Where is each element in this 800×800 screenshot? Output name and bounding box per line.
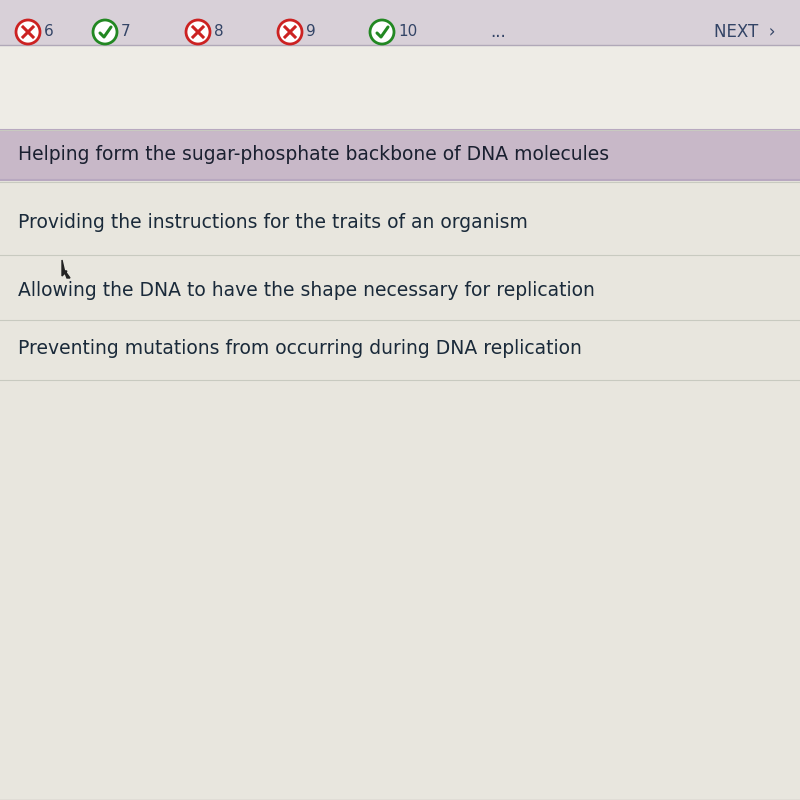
Circle shape — [186, 20, 210, 44]
Text: 6: 6 — [44, 25, 54, 39]
FancyBboxPatch shape — [0, 130, 800, 180]
Circle shape — [278, 20, 302, 44]
Text: 7: 7 — [121, 25, 130, 39]
Text: 9: 9 — [306, 25, 316, 39]
Text: NEXT  ›: NEXT › — [714, 23, 775, 41]
Circle shape — [93, 20, 117, 44]
Text: ...: ... — [490, 23, 506, 41]
FancyBboxPatch shape — [0, 180, 800, 800]
Text: Allowing the DNA to have the shape necessary for replication: Allowing the DNA to have the shape neces… — [18, 281, 595, 299]
Circle shape — [370, 20, 394, 44]
Text: 8: 8 — [214, 25, 224, 39]
Text: Providing the instructions for the traits of an organism: Providing the instructions for the trait… — [18, 213, 528, 231]
Polygon shape — [62, 260, 70, 278]
FancyBboxPatch shape — [0, 0, 800, 45]
Text: Helping form the sugar-phosphate backbone of DNA molecules: Helping form the sugar-phosphate backbon… — [18, 146, 609, 165]
FancyBboxPatch shape — [0, 45, 800, 130]
Text: 10: 10 — [398, 25, 418, 39]
Circle shape — [16, 20, 40, 44]
Text: Preventing mutations from occurring during DNA replication: Preventing mutations from occurring duri… — [18, 338, 582, 358]
